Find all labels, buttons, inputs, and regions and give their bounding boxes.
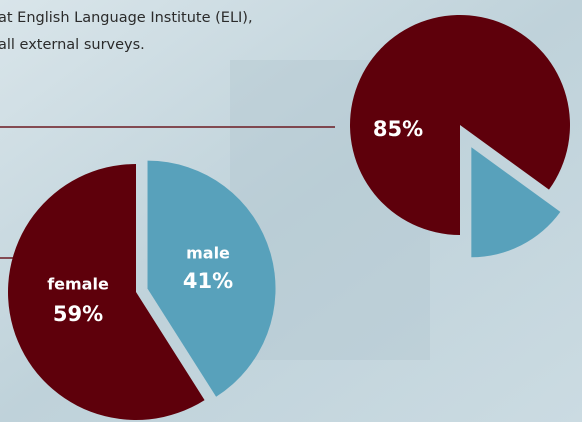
intro-text: all external surveys.	[0, 37, 145, 53]
intro-text: at English Language Institute (ELI),	[0, 10, 253, 26]
pie-slice	[147, 160, 276, 397]
slice-category: female	[47, 275, 109, 294]
slice-value-label: 41%	[183, 269, 233, 293]
slice-value-label: 85%	[373, 117, 423, 141]
pie-slice	[471, 147, 561, 258]
pie-slice	[7, 164, 205, 420]
slice-value-label: 59%	[53, 302, 103, 326]
slice-category: male	[186, 244, 230, 263]
pie-slice	[349, 14, 570, 235]
